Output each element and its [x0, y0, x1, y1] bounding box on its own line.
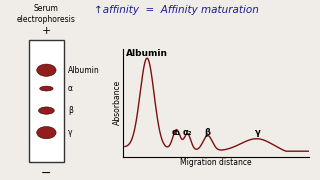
Text: β: β [68, 106, 73, 115]
Text: +: + [42, 26, 51, 36]
Text: α: α [68, 84, 73, 93]
Text: γ: γ [68, 128, 72, 137]
Ellipse shape [40, 86, 53, 91]
Text: γ: γ [254, 128, 260, 137]
Text: Serum
electrophoresis: Serum electrophoresis [17, 4, 76, 24]
Text: Albumin: Albumin [68, 66, 100, 75]
X-axis label: Migration distance: Migration distance [180, 158, 252, 167]
Text: α₁: α₁ [172, 128, 181, 137]
Text: ↑affinity  =  Affinity maturation: ↑affinity = Affinity maturation [93, 5, 259, 15]
Ellipse shape [37, 127, 56, 139]
Text: Albumin: Albumin [126, 50, 168, 59]
Y-axis label: Absorbance: Absorbance [113, 80, 122, 125]
Bar [29, 40, 64, 162]
Ellipse shape [37, 64, 56, 76]
Ellipse shape [38, 107, 54, 114]
Text: −: − [41, 167, 52, 180]
Text: α₂: α₂ [183, 128, 192, 137]
Text: β: β [205, 128, 211, 137]
